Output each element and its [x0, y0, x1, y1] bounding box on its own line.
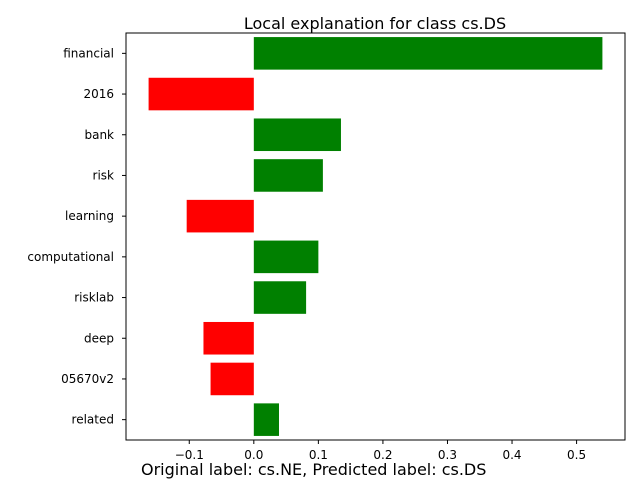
bar-05670v2: [210, 362, 254, 396]
y-tick-label: learning: [65, 209, 114, 223]
bar-risklab: [253, 281, 307, 314]
y-tick-label: deep: [84, 331, 114, 345]
x-axis-ticks: −0.1 0.0 0.1 0.2 0.3 0.4 0.5: [175, 440, 586, 462]
x-tick-label: 0.3: [438, 448, 457, 462]
x-tick-label: 0.0: [244, 448, 263, 462]
bars-group: [148, 37, 603, 436]
bar-bank: [253, 118, 341, 152]
bar-financial: [253, 37, 603, 70]
x-tick-label: 0.1: [309, 448, 328, 462]
footer-label: Original label: cs.NE, Predicted label: …: [141, 460, 486, 479]
y-tick-label: 05670v2: [61, 372, 114, 386]
x-tick-label: 0.5: [567, 448, 586, 462]
y-tick-label: related: [72, 413, 114, 427]
y-tick-label: risk: [93, 168, 115, 182]
y-tick-label: computational: [27, 250, 114, 264]
x-tick-label: 0.4: [502, 448, 521, 462]
bar-2016: [148, 77, 254, 111]
bar-learning: [186, 199, 254, 233]
bar-related: [253, 403, 279, 436]
bar-computational: [253, 240, 319, 274]
bar-risk: [253, 159, 323, 192]
y-tick-label: 2016: [83, 87, 114, 101]
bar-deep: [203, 321, 254, 355]
y-tick-label: bank: [84, 128, 114, 142]
y-tick-label: risklab: [74, 291, 114, 305]
x-tick-label: 0.2: [373, 448, 392, 462]
chart-title: Local explanation for class cs.DS: [244, 14, 506, 33]
y-axis-ticks: financial 2016 bank risk learning computation…: [27, 46, 126, 427]
x-tick-label: −0.1: [175, 448, 204, 462]
y-tick-label: financial: [63, 46, 114, 60]
plot-frame: [125, 32, 626, 441]
